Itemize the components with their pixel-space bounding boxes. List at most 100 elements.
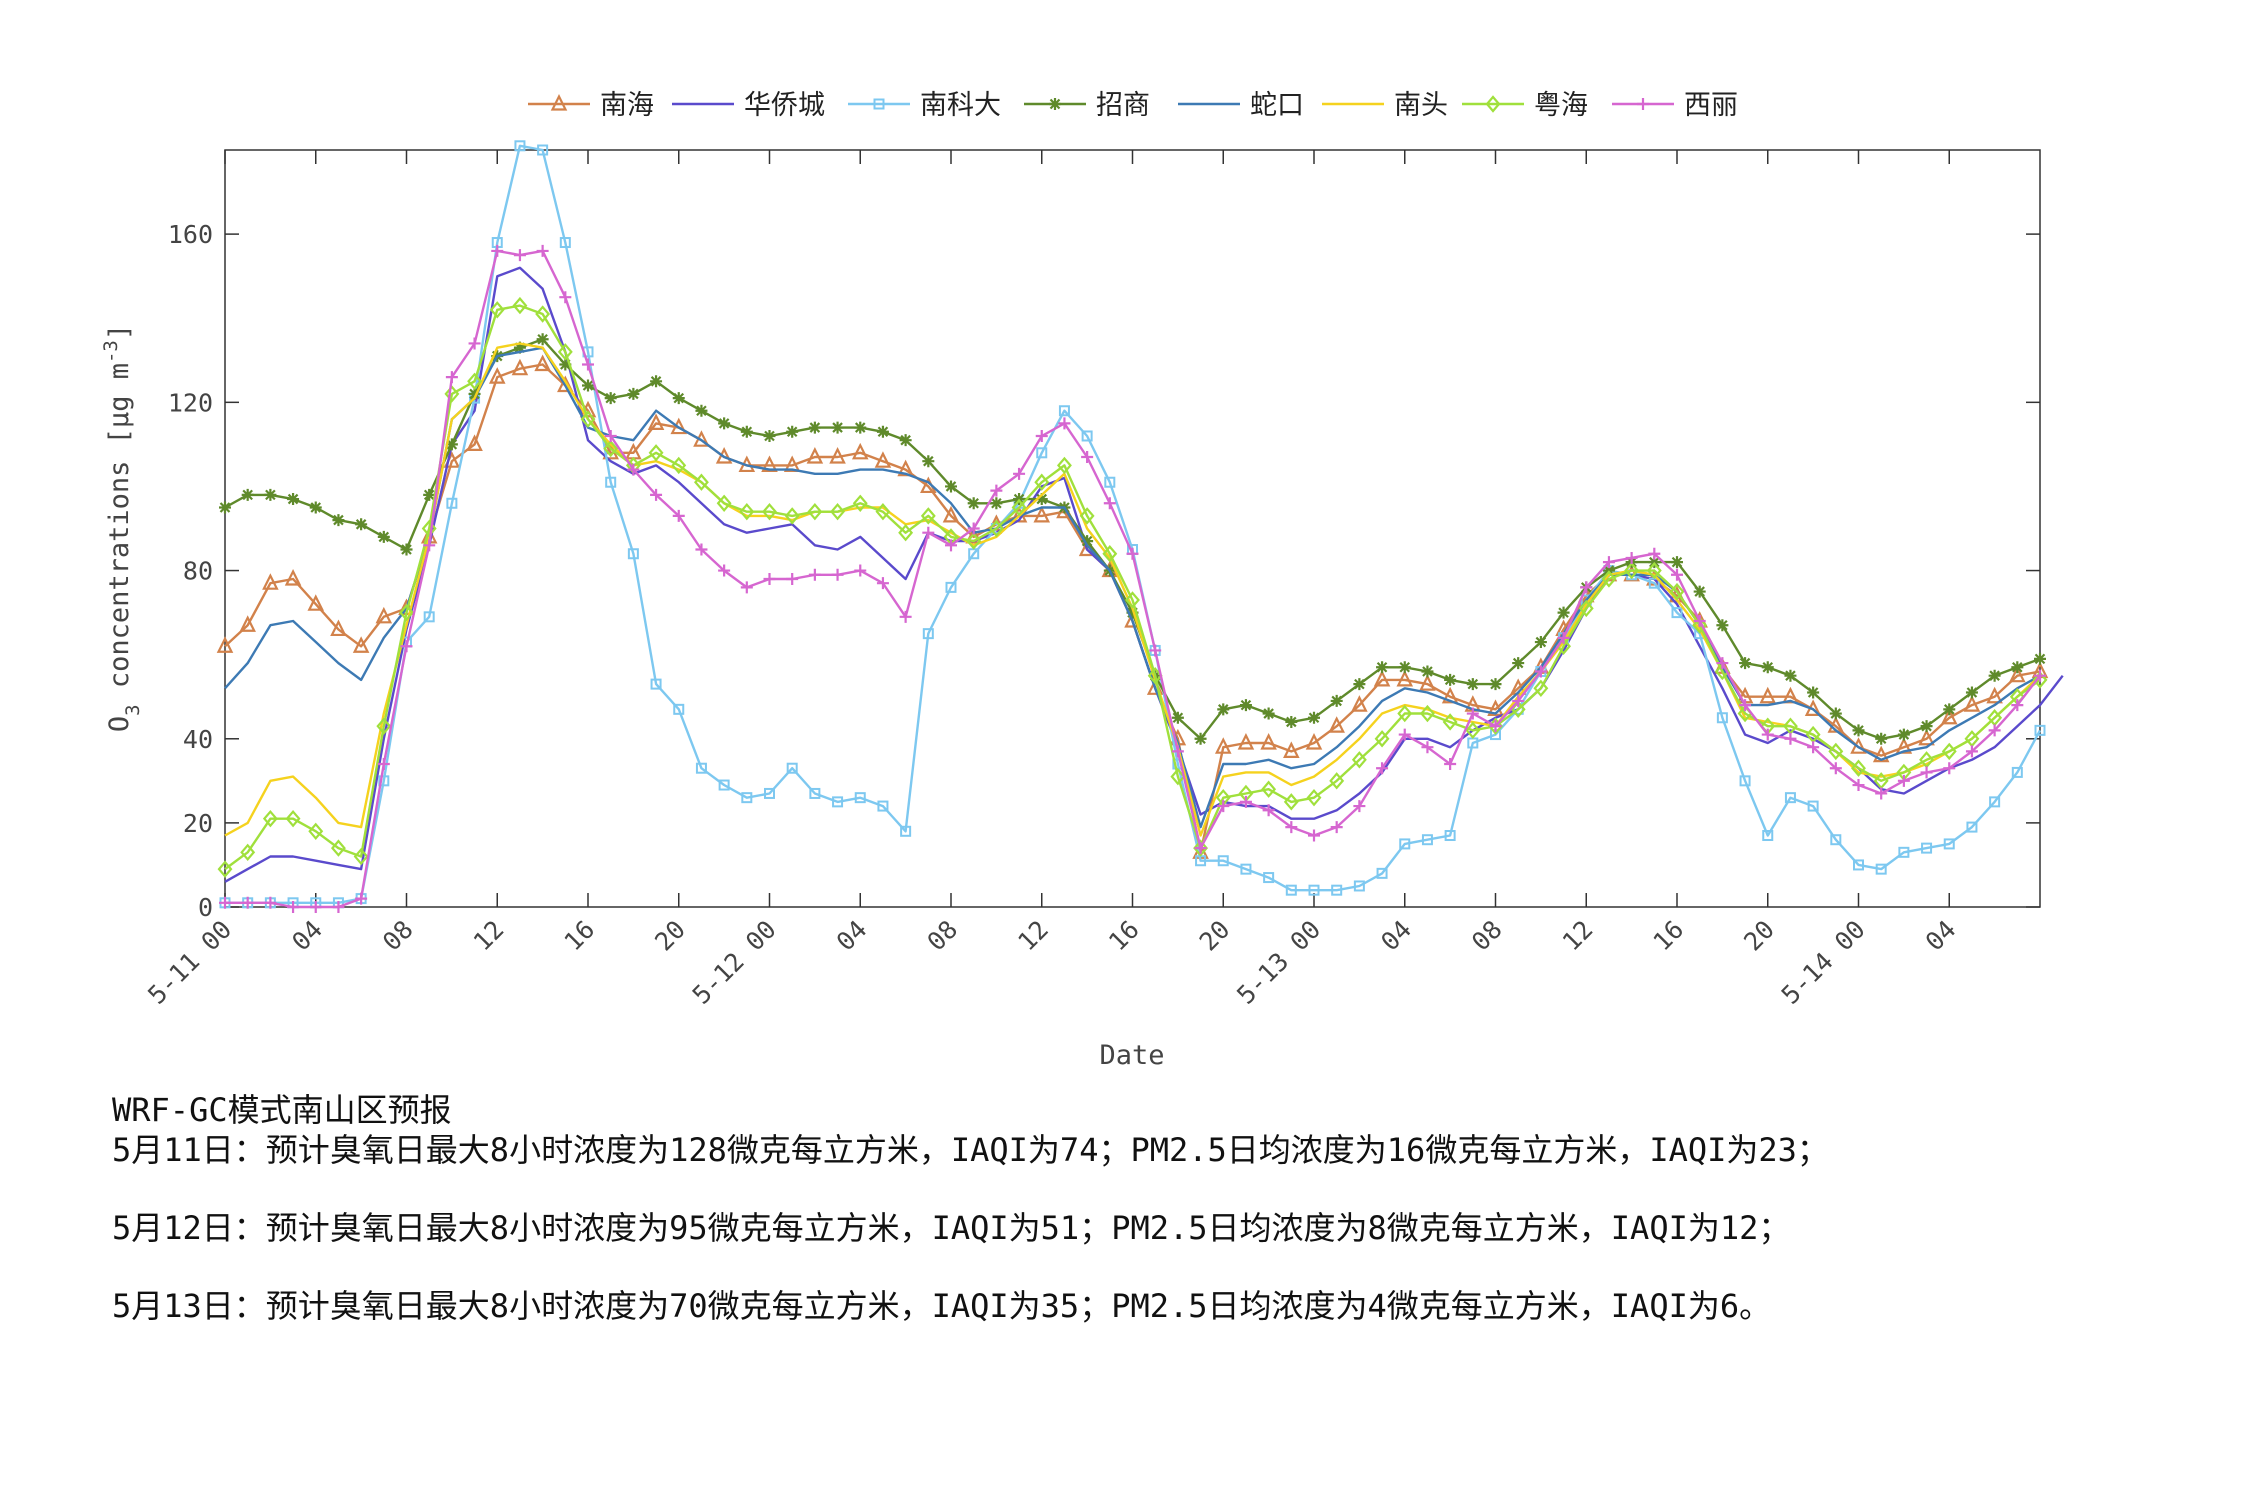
data-point bbox=[762, 502, 777, 521]
data-point bbox=[876, 425, 889, 438]
data-point bbox=[1716, 657, 1729, 670]
data-point bbox=[695, 404, 708, 417]
legend-item: 南海 bbox=[528, 90, 654, 121]
legend-item: 蛇口 bbox=[1178, 90, 1304, 121]
data-point bbox=[377, 530, 390, 543]
data-point bbox=[1285, 821, 1298, 834]
data-point bbox=[375, 606, 393, 624]
legend-label: 招商 bbox=[1096, 90, 1150, 121]
data-point bbox=[287, 493, 300, 506]
data-point bbox=[287, 901, 300, 913]
data-point bbox=[511, 358, 529, 376]
x-tick-label: 20 bbox=[1738, 915, 1780, 957]
data-point bbox=[1306, 788, 1322, 807]
data-point bbox=[900, 825, 912, 837]
data-point bbox=[1308, 711, 1320, 724]
data-point bbox=[1851, 759, 1866, 777]
legend-marker bbox=[1049, 98, 1061, 110]
data-point bbox=[1011, 498, 1027, 517]
data-point bbox=[1214, 737, 1232, 754]
data-point bbox=[1397, 704, 1413, 723]
x-tick-label: 04 bbox=[1920, 915, 1962, 957]
data-point bbox=[627, 548, 639, 560]
data-point bbox=[1739, 657, 1752, 670]
data-point bbox=[1872, 745, 1890, 763]
data-point bbox=[1262, 804, 1275, 817]
data-point bbox=[400, 640, 413, 653]
data-point bbox=[466, 434, 483, 451]
data-point bbox=[309, 901, 322, 913]
x-tick-label: 12 bbox=[1557, 915, 1599, 957]
legend-label: 蛇口 bbox=[1250, 90, 1304, 121]
data-point bbox=[1035, 429, 1048, 442]
data-point bbox=[1058, 405, 1070, 417]
data-point bbox=[1396, 669, 1414, 687]
data-point bbox=[671, 456, 687, 475]
y-tick-label: 20 bbox=[183, 809, 213, 838]
data-point bbox=[1217, 800, 1230, 813]
data-point bbox=[355, 892, 368, 905]
x-tick-label: 16 bbox=[1647, 915, 1689, 957]
y-axis-label: O3 concentrations [μg m-3] bbox=[100, 324, 144, 732]
data-point bbox=[421, 519, 437, 538]
data-point bbox=[673, 703, 685, 715]
data-point bbox=[534, 354, 551, 372]
data-point bbox=[217, 860, 233, 878]
data-point bbox=[783, 455, 801, 473]
data-point bbox=[784, 507, 800, 525]
data-point bbox=[1807, 741, 1820, 754]
data-point bbox=[672, 509, 685, 522]
data-point bbox=[1829, 707, 1842, 720]
data-point bbox=[1940, 707, 1958, 725]
data-point bbox=[240, 843, 256, 862]
data-point bbox=[1126, 606, 1139, 619]
o3-forecast-chart: 南海 华侨城 南科大 招商 蛇口 南头 粤海 西丽 0 20 40 80 120 160 5-11 00… bbox=[100, 90, 2064, 1071]
data-point bbox=[1283, 793, 1299, 811]
data-point bbox=[1671, 556, 1683, 569]
data-point bbox=[1262, 707, 1275, 720]
data-point bbox=[1056, 456, 1072, 475]
data-point bbox=[1943, 762, 1956, 775]
data-point bbox=[672, 392, 685, 405]
data-point bbox=[1895, 737, 1913, 754]
y-axis: 0 20 40 80 120 160 bbox=[168, 220, 2040, 922]
data-point bbox=[831, 568, 844, 581]
data-point bbox=[1373, 669, 1391, 687]
data-point bbox=[1782, 686, 1799, 704]
series-lines bbox=[216, 140, 2064, 913]
data-point bbox=[1534, 636, 1547, 649]
data-point bbox=[330, 619, 347, 637]
data-point bbox=[216, 636, 234, 653]
data-point bbox=[1285, 884, 1297, 896]
data-point bbox=[786, 572, 799, 585]
legend-label: 南头 bbox=[1394, 90, 1448, 121]
data-point bbox=[942, 505, 960, 523]
data-point bbox=[446, 497, 458, 509]
data-point bbox=[376, 717, 392, 735]
data-point bbox=[2034, 669, 2046, 682]
data-point bbox=[1897, 728, 1910, 741]
data-point bbox=[852, 494, 868, 512]
data-point bbox=[241, 896, 254, 909]
data-point bbox=[806, 447, 824, 464]
data-point bbox=[627, 387, 640, 400]
data-point bbox=[423, 488, 436, 501]
y-tick-label: 120 bbox=[168, 388, 213, 417]
data-point bbox=[1239, 699, 1252, 712]
data-point bbox=[1329, 772, 1345, 790]
data-point bbox=[512, 296, 528, 315]
data-point bbox=[740, 581, 753, 594]
data-point bbox=[1807, 686, 1820, 699]
data-point bbox=[2034, 652, 2046, 665]
data-point bbox=[307, 594, 325, 611]
data-point bbox=[1669, 582, 1685, 601]
data-point bbox=[1058, 417, 1071, 430]
data-point bbox=[262, 573, 279, 590]
data-point bbox=[1125, 591, 1140, 609]
data-point bbox=[899, 610, 912, 623]
legend-marker bbox=[1637, 98, 1649, 110]
x-tick-label: 04 bbox=[1375, 915, 1417, 957]
x-tick-label: 12 bbox=[1012, 915, 1054, 957]
data-point bbox=[536, 244, 549, 257]
data-point bbox=[1328, 716, 1345, 733]
